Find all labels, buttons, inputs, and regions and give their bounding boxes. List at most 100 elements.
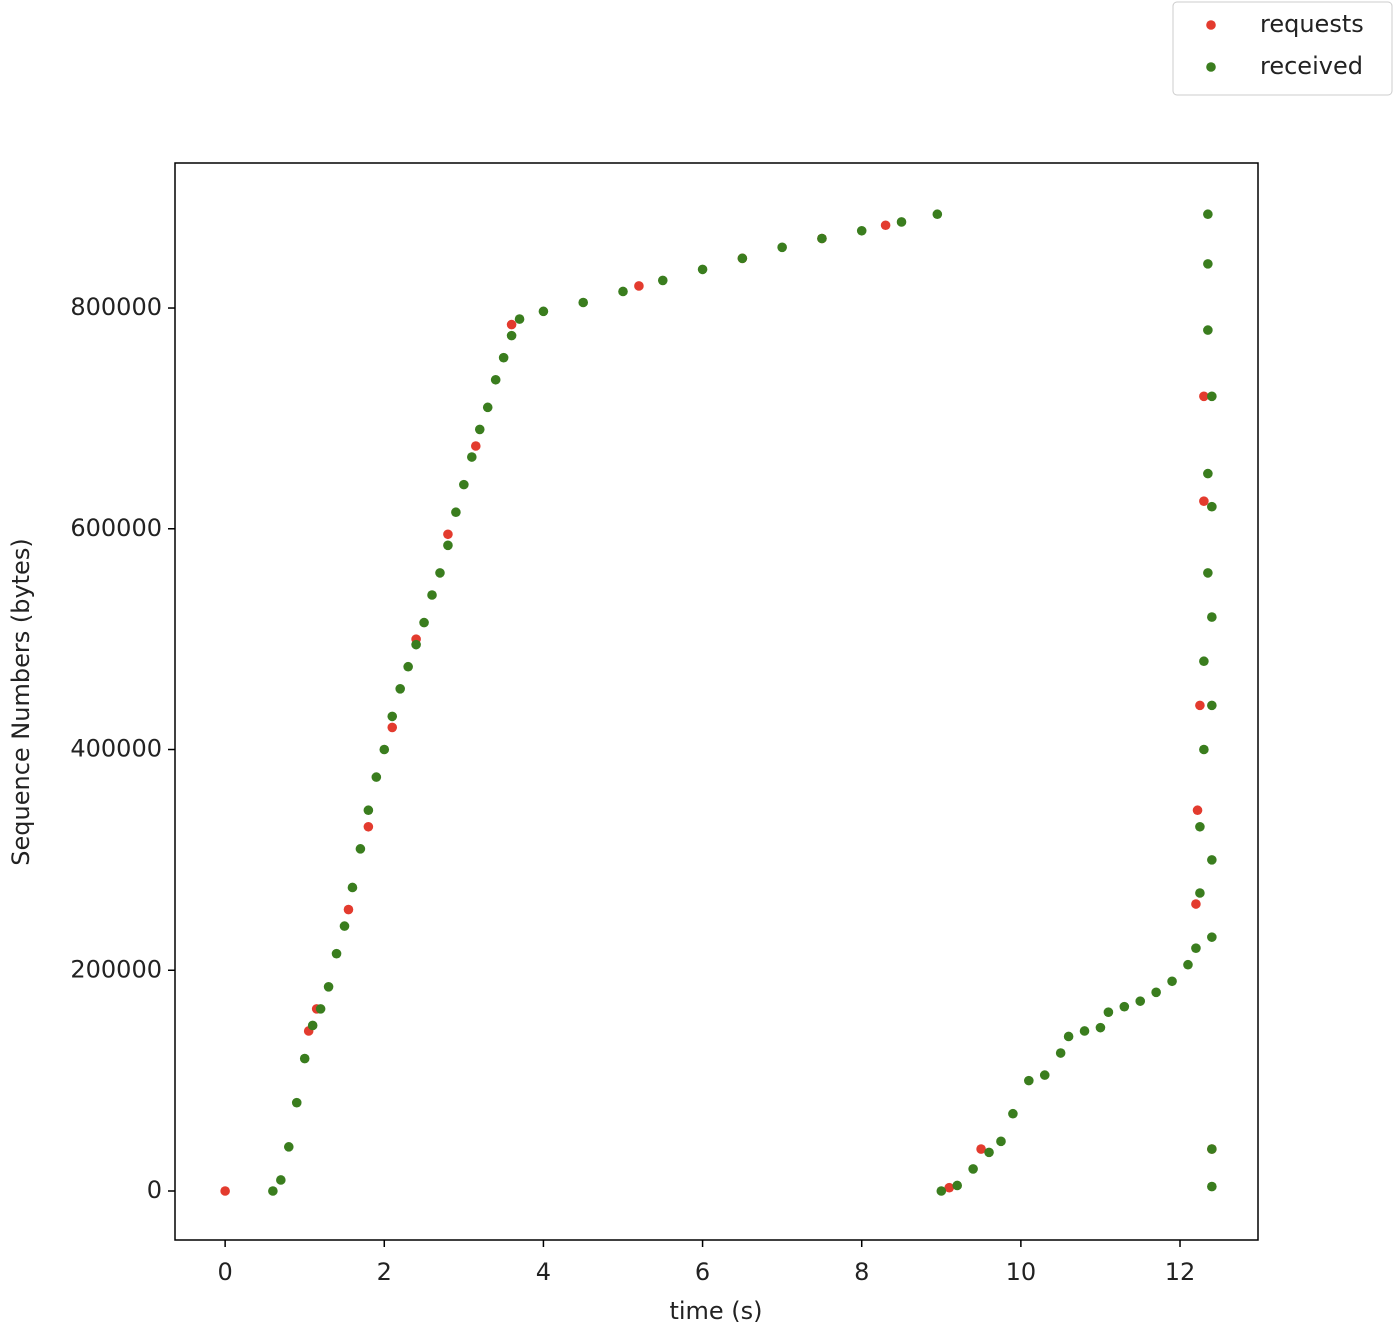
- point: [1207, 932, 1217, 942]
- point: [427, 590, 437, 600]
- point: [1055, 1048, 1066, 1058]
- point: [880, 220, 891, 231]
- point: [403, 661, 413, 672]
- point: [315, 1004, 326, 1014]
- point: [1199, 496, 1209, 506]
- point: [443, 529, 453, 540]
- point: [817, 233, 827, 244]
- x-tick-label: 6: [695, 1258, 710, 1286]
- point: [1207, 501, 1217, 512]
- point: [1024, 1075, 1034, 1086]
- point: [952, 1180, 963, 1191]
- point: [1191, 899, 1201, 909]
- point: [435, 568, 445, 578]
- point: [387, 711, 398, 722]
- point: [1151, 987, 1161, 998]
- legend-marker: [1206, 62, 1216, 72]
- point: [474, 424, 485, 435]
- x-tick-label: 2: [377, 1258, 392, 1286]
- point: [996, 1136, 1006, 1147]
- point: [506, 330, 517, 341]
- point: [1203, 468, 1213, 479]
- point: [1079, 1026, 1090, 1036]
- x-tick-label: 12: [1165, 1258, 1196, 1286]
- point: [538, 306, 549, 317]
- x-axis-label: time (s): [669, 1297, 762, 1325]
- point: [347, 882, 358, 893]
- point: [1063, 1031, 1074, 1042]
- point: [1195, 888, 1205, 898]
- point: [697, 264, 708, 275]
- point: [323, 982, 334, 992]
- point: [1192, 805, 1203, 816]
- point: [1008, 1108, 1018, 1119]
- point: [307, 1020, 318, 1031]
- point: [578, 297, 589, 308]
- x-tick-label: 10: [1006, 1258, 1037, 1286]
- y-tick-label: 600000: [70, 514, 162, 542]
- point: [276, 1175, 286, 1185]
- point: [387, 722, 398, 733]
- point: [363, 821, 374, 832]
- point: [467, 452, 477, 462]
- point: [343, 904, 354, 915]
- point: [1183, 959, 1193, 970]
- x-tick-label: 0: [217, 1258, 232, 1286]
- point: [777, 242, 787, 253]
- point: [968, 1164, 978, 1174]
- point: [1203, 209, 1213, 220]
- point: [932, 209, 943, 220]
- point: [1203, 568, 1213, 578]
- point: [1207, 391, 1217, 402]
- y-tick-label: 400000: [70, 735, 162, 763]
- point: [1103, 1007, 1114, 1017]
- point: [1207, 1181, 1217, 1192]
- point: [331, 948, 342, 959]
- legend-box: [1172, 1, 1393, 96]
- point: [498, 352, 509, 363]
- legend-marker: [1206, 20, 1216, 30]
- point: [618, 286, 628, 297]
- point: [459, 479, 469, 490]
- point: [1207, 855, 1217, 865]
- point: [984, 1147, 994, 1158]
- x-tick-label: 8: [854, 1258, 869, 1286]
- point: [896, 217, 907, 227]
- point: [1199, 744, 1209, 755]
- point: [1191, 943, 1201, 953]
- point: [1199, 656, 1209, 667]
- point: [470, 441, 481, 451]
- point: [1195, 700, 1205, 711]
- legend-label: received: [1260, 52, 1363, 80]
- point: [1195, 821, 1205, 832]
- y-axis-label: Sequence Numbers (bytes): [7, 538, 35, 865]
- point: [1167, 976, 1177, 987]
- point: [443, 540, 453, 551]
- point: [451, 507, 461, 518]
- point: [1207, 700, 1217, 711]
- point: [291, 1097, 302, 1108]
- point: [411, 639, 421, 650]
- point: [220, 1186, 230, 1196]
- point: [1095, 1022, 1106, 1033]
- point: [936, 1186, 947, 1196]
- legend-label: requests: [1260, 10, 1364, 38]
- point: [1039, 1070, 1050, 1080]
- point: [299, 1053, 310, 1064]
- point: [1207, 1144, 1217, 1154]
- point: [339, 921, 350, 931]
- y-tick-label: 800000: [70, 293, 162, 321]
- point: [379, 744, 390, 755]
- point: [506, 319, 517, 330]
- point: [1203, 325, 1213, 335]
- point: [355, 844, 366, 854]
- plot-frame: [174, 162, 1259, 1241]
- y-tick-label: 200000: [70, 955, 162, 983]
- point: [482, 402, 493, 413]
- point: [1119, 1001, 1130, 1012]
- y-tick-label: 0: [147, 1176, 162, 1204]
- point: [976, 1144, 986, 1154]
- point: [657, 275, 668, 286]
- point: [737, 253, 748, 264]
